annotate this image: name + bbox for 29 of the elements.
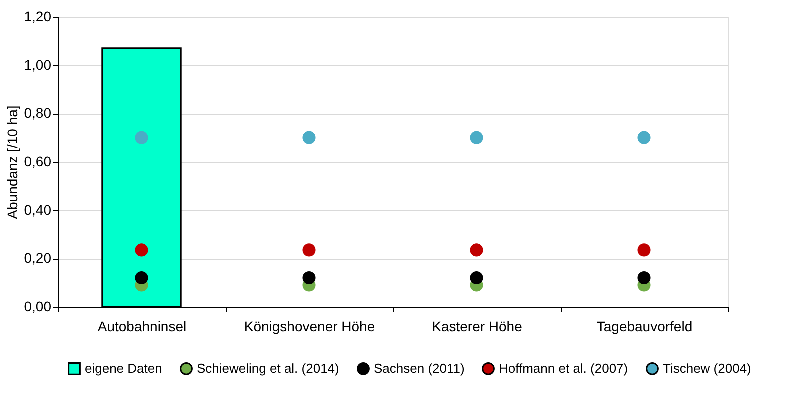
legend-label: Hoffmann et al. (2007) xyxy=(499,360,628,376)
y-tick-label: 0,80 xyxy=(24,105,52,122)
y-tick-label: 0,00 xyxy=(24,298,52,314)
point xyxy=(638,271,651,285)
legend-label: eigene Daten xyxy=(85,360,162,376)
x-tick-label: Königshovener Höhe xyxy=(244,318,376,334)
x-tick-label: Autobahninsel xyxy=(98,318,187,334)
point xyxy=(135,271,148,285)
point xyxy=(470,271,484,285)
legend-label: Sachsen (2011) xyxy=(374,360,465,376)
legend-label: Tischew (2004) xyxy=(663,360,752,376)
point xyxy=(470,131,484,144)
point xyxy=(638,244,651,257)
y-axis-title: Abundanz [/10 ha] xyxy=(4,106,20,220)
x-tick-label: Tagebauvorfeld xyxy=(596,318,693,334)
y-tick-label: 0,40 xyxy=(24,202,52,218)
point xyxy=(135,244,148,257)
y-tick-label: 1,00 xyxy=(24,56,52,73)
point xyxy=(302,271,316,285)
point xyxy=(302,131,316,144)
y-tick-label: 0,60 xyxy=(24,154,52,170)
point xyxy=(135,131,148,144)
point xyxy=(638,131,651,144)
x-tick-label: Kasterer Höhe xyxy=(432,318,523,334)
point xyxy=(470,244,484,257)
legend-label: Schieweling et al. (2014) xyxy=(197,360,340,376)
y-tick-label: 1,20 xyxy=(24,8,52,24)
point xyxy=(302,244,316,257)
y-tick-label: 0,20 xyxy=(24,250,52,266)
